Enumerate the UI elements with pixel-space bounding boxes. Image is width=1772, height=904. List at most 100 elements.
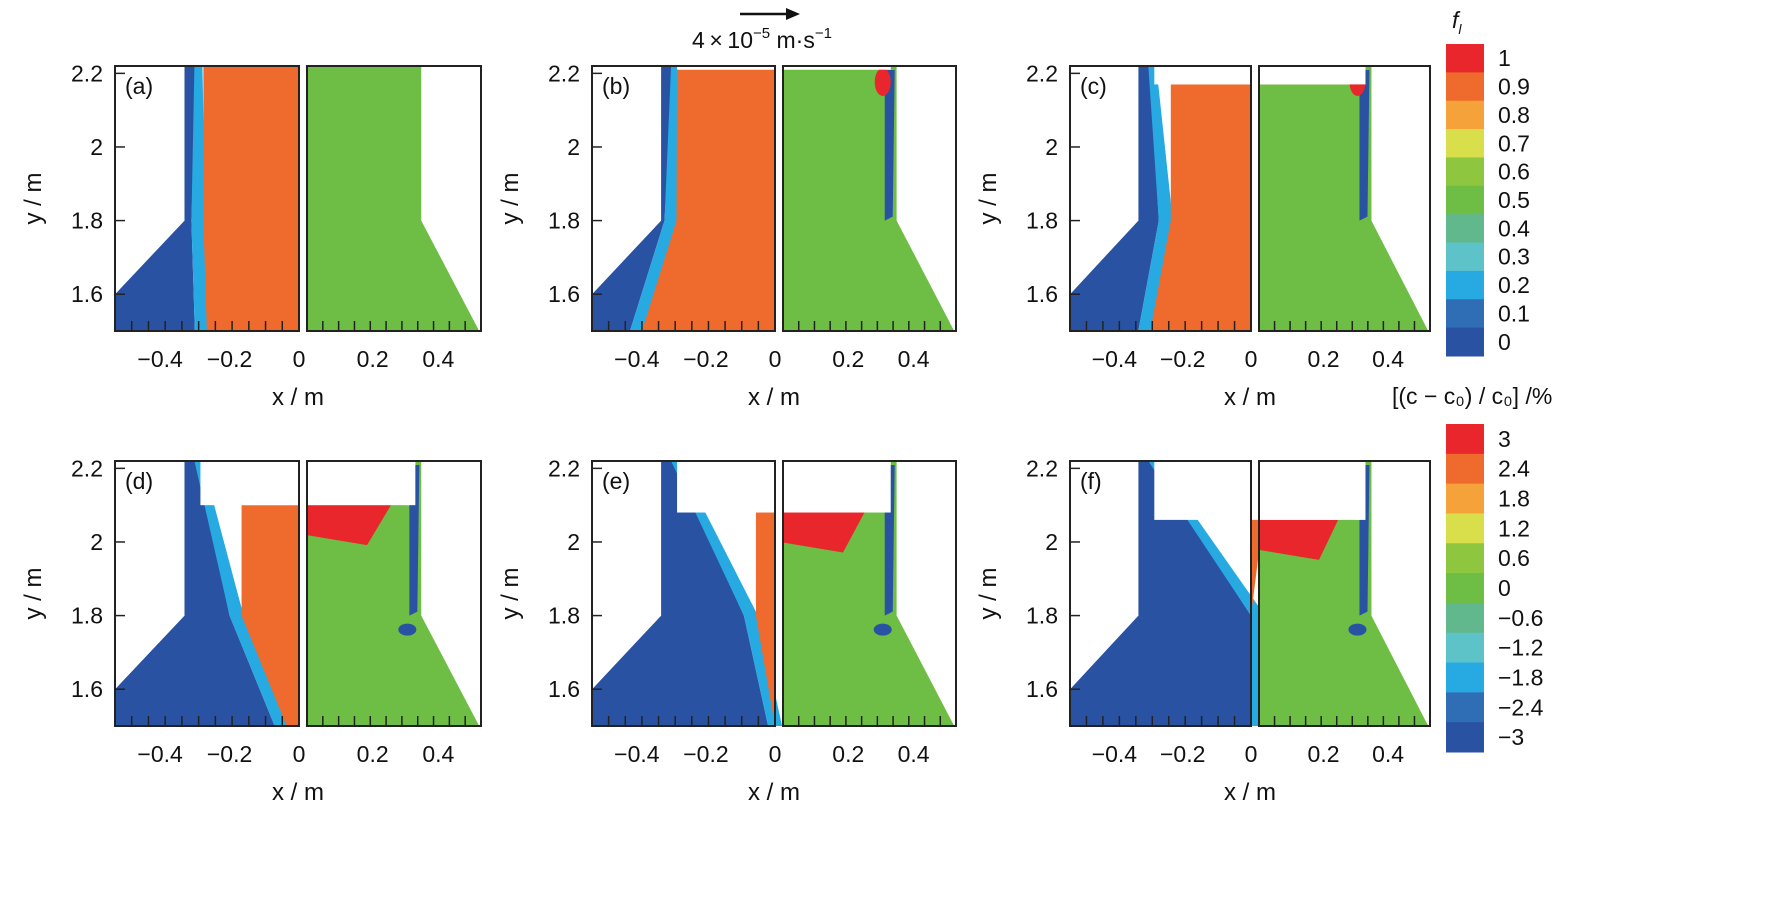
colorbar-swatch bbox=[1446, 632, 1484, 664]
right-half-segregation bbox=[783, 461, 956, 730]
x-tick-label: 0 bbox=[1245, 346, 1258, 372]
colorbar-swatch bbox=[1446, 424, 1484, 455]
x-tick-label: 0.2 bbox=[357, 346, 389, 372]
panels-layer: 2.221.81.6−0.4 −0.2 0 0.2 0.4x / my / m(a) 2.… bbox=[20, 60, 1431, 806]
colorbar-tick-label: 0.5 bbox=[1498, 187, 1530, 213]
colorbar-tick-label: 0.2 bbox=[1498, 272, 1530, 298]
colorbar-swatch bbox=[1446, 185, 1484, 215]
mushy-zone bbox=[1148, 461, 1265, 726]
x-tick-label: −0.2 bbox=[1160, 346, 1205, 372]
panel-b: 2.2 2 1.8 1.6 −0.4 −0.2 0 0.2 0.4 x / m y / m (b) bbox=[497, 60, 957, 411]
y-tick-label: 1.6 bbox=[1026, 676, 1058, 702]
shrinkage-cavity bbox=[307, 461, 416, 506]
negative-segregation-channel bbox=[1359, 70, 1370, 221]
colorbar-swatch bbox=[1446, 72, 1484, 102]
panel-c: 2.2 2 1.8 1.6 −0.4 −0.2 0 0.2 0.4 x / m y / m (c) bbox=[975, 60, 1431, 411]
colorbar-swatch bbox=[1446, 722, 1484, 753]
right-half-segregation bbox=[307, 461, 481, 730]
x-tick-label: 0 bbox=[293, 741, 306, 767]
x-axis-title: x / m bbox=[1224, 384, 1276, 411]
y-tick-label: 2 bbox=[1045, 529, 1058, 555]
y-axis-title: y / m bbox=[20, 173, 47, 225]
colorbar-swatch bbox=[1446, 573, 1484, 604]
panel-e: 2.2 2 1.8 1.6 −0.4 −0.2 0 0.2 0.4 x / m y / m (e) bbox=[497, 455, 957, 806]
shrinkage-cavity bbox=[783, 461, 891, 513]
mold-exterior bbox=[1070, 461, 1139, 690]
y-tick-label: 1.8 bbox=[1026, 208, 1058, 234]
colorbar-tick-label: 0.9 bbox=[1498, 74, 1530, 100]
y-axis-title: y / m bbox=[497, 568, 524, 620]
left-frame bbox=[591, 460, 776, 727]
segregation-bulk bbox=[783, 66, 956, 335]
colorbar-swatch bbox=[1446, 692, 1484, 723]
right-half-segregation bbox=[1259, 66, 1430, 335]
colorbar-tick-label: 1.2 bbox=[1498, 515, 1530, 541]
x-tick-label: 0 bbox=[769, 741, 782, 767]
left-frame bbox=[1069, 65, 1252, 332]
left-half-liquid-fraction bbox=[115, 66, 299, 331]
colorbar-tick-label: 0.6 bbox=[1498, 545, 1530, 571]
right-frame bbox=[1258, 460, 1431, 727]
colorbar-tick-label: 0.7 bbox=[1498, 130, 1530, 156]
colorbar-tick-label: 1.8 bbox=[1498, 486, 1530, 512]
colorbar-tick-label: 0.3 bbox=[1498, 244, 1530, 270]
colorbar-swatch bbox=[1446, 270, 1484, 300]
colorbar-title: fl bbox=[1452, 7, 1462, 37]
right-half-segregation bbox=[1259, 461, 1430, 730]
solid-shell bbox=[1070, 461, 1251, 726]
x-tick-label: 0.2 bbox=[832, 741, 864, 767]
colorbar-swatch bbox=[1446, 662, 1484, 693]
x-tick-label: −0.4 bbox=[614, 741, 660, 767]
y-tick-label: 2 bbox=[90, 134, 103, 160]
positive-segregation-hot-top bbox=[874, 68, 891, 96]
x-tick-label: −0.2 bbox=[207, 741, 252, 767]
x-tick-label: −0.4 bbox=[1092, 346, 1138, 372]
positive-segregation-top-region bbox=[1259, 471, 1362, 560]
mold-exterior bbox=[421, 66, 481, 335]
mushy-zone bbox=[191, 66, 209, 331]
mold-exterior bbox=[421, 461, 481, 730]
shrinkage-cavity bbox=[1154, 66, 1251, 85]
mushy-zone bbox=[194, 461, 289, 726]
y-tick-label: 2.2 bbox=[1026, 60, 1058, 86]
negative-segregation-spot bbox=[873, 623, 892, 636]
panel-label: (b) bbox=[602, 73, 630, 99]
segregation-bulk bbox=[1259, 66, 1430, 335]
colorbar-swatch bbox=[1446, 327, 1484, 357]
mushy-zone bbox=[629, 66, 680, 331]
x-tick-label: 0.4 bbox=[422, 346, 454, 372]
x-tick-label: 0 bbox=[1245, 741, 1258, 767]
y-tick-label: 2.2 bbox=[548, 60, 580, 86]
panel-f: 2.2 2 1.8 1.6 −0.4 −0.2 0 0.2 0.4 x / m y / m (f) bbox=[975, 455, 1431, 806]
mold-exterior bbox=[896, 461, 956, 730]
left-half-liquid-fraction bbox=[1070, 461, 1265, 726]
colorbar-tick-label: 0 bbox=[1498, 329, 1511, 355]
liquid-pool bbox=[1150, 84, 1251, 332]
solid-shell bbox=[592, 461, 769, 726]
colorbar-segregation: 3 2.4 1.8 1.2 0.6 0 −0.6 −1.2 −1.8 −2.4 −3 [(c − c₀… bbox=[1392, 383, 1552, 753]
velocity-scale-arrow: 4 × 10−5 m·s−1 bbox=[692, 8, 832, 53]
colorbar-swatch bbox=[1446, 214, 1484, 244]
y-tick-label: 1.6 bbox=[548, 281, 580, 307]
x-tick-label: −0.4 bbox=[137, 741, 183, 767]
right-frame bbox=[306, 65, 482, 332]
x-tick-label: −0.4 bbox=[614, 346, 660, 372]
x-tick-label: 0.2 bbox=[1308, 346, 1340, 372]
colorbar-swatch bbox=[1446, 242, 1484, 272]
colorbar-tick-label: 1 bbox=[1498, 45, 1511, 71]
x-tick-label: 0.2 bbox=[357, 741, 389, 767]
mold-exterior bbox=[115, 461, 185, 690]
y-tick-label: 2 bbox=[1045, 134, 1058, 160]
x-axis-title: x / m bbox=[272, 384, 324, 411]
colorbar-swatch bbox=[1446, 299, 1484, 329]
x-tick-label: −0.4 bbox=[1092, 741, 1138, 767]
panel-label: (e) bbox=[602, 468, 630, 494]
panel-label: (f) bbox=[1080, 468, 1102, 494]
mold-exterior bbox=[1371, 66, 1430, 335]
shrinkage-cavity bbox=[677, 461, 775, 513]
right-half-segregation bbox=[307, 66, 481, 335]
y-tick-label: 2 bbox=[567, 134, 580, 160]
y-tick-label: 1.6 bbox=[1026, 281, 1058, 307]
y-axis-title: y / m bbox=[975, 173, 1002, 225]
x-tick-label: 0 bbox=[293, 346, 306, 372]
